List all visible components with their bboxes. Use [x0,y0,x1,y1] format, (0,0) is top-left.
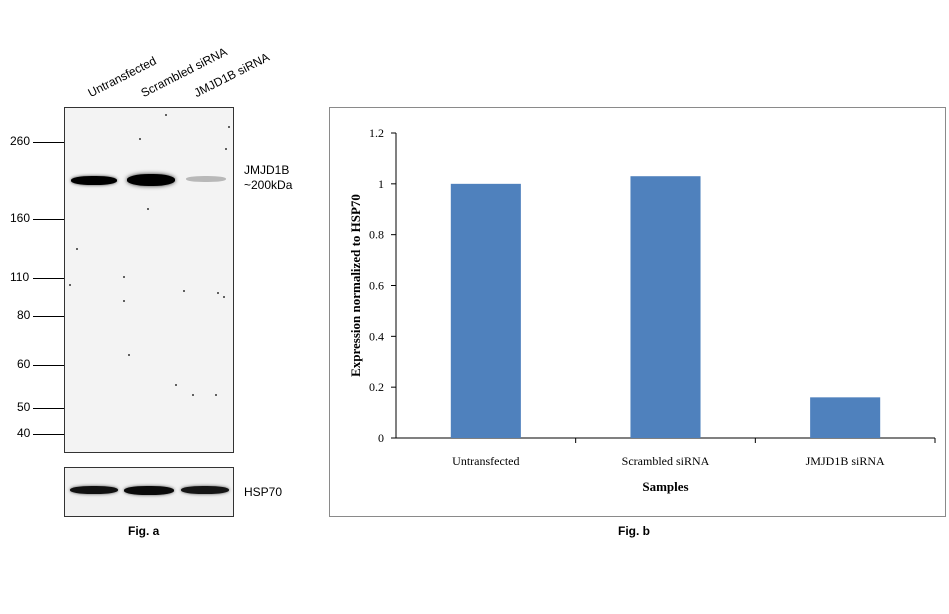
band-label-size: ~200kDa [244,178,293,192]
marker-tick-60 [33,365,64,366]
band-hsp70-scrambled-sirna [124,486,174,495]
y-tick-label: 0 [378,431,384,445]
band-scrambled-sirna [127,174,175,186]
bar-scrambled-sirna [630,176,701,438]
x-tick-label: Scrambled siRNA [622,454,710,468]
blot-speck [123,300,125,302]
marker-label-40: 40 [17,426,31,440]
blot-speck [76,248,78,250]
marker-tick-40 [33,434,64,435]
marker-label-160: 160 [10,211,31,225]
x-tick-label: JMJD1B siRNA [806,454,885,468]
marker-label-80: 80 [17,308,31,322]
y-tick-label: 1.2 [369,126,384,140]
blot-speck [128,354,130,356]
band-jmjd1b-sirna [186,176,226,182]
blot-speck [175,384,177,386]
blot-image-jmjd1b [64,107,234,453]
bar-chart: 0 0.2 0.4 0.6 0.8 1 1.2 Untransfected Scrambled … [348,126,936,494]
y-tick-label: 1 [378,177,384,191]
blot-speck [217,292,219,294]
y-tick-label: 0.2 [369,380,384,394]
caption-fig-b: Fig. b [618,524,650,538]
blot-speck [223,296,225,298]
marker-tick-50 [33,408,64,409]
blot-speck [147,208,149,210]
band-hsp70-jmjd1b-sirna [181,486,229,494]
y-tick-label: 0.4 [369,329,384,343]
y-tick-label: 0.6 [369,279,384,293]
marker-label-260: 260 [10,134,31,148]
marker-label-110: 110 [10,270,30,284]
blot-speck [165,114,167,116]
marker-tick-80 [33,316,64,317]
marker-tick-260 [33,142,64,143]
blot-speck [139,138,141,140]
blot-speck [183,290,185,292]
blot-speck [69,284,71,286]
marker-tick-160 [33,219,64,220]
marker-tick-110 [33,278,64,279]
band-untransfected [71,176,117,185]
loading-control-label: HSP70 [244,485,283,499]
blot-speck [225,148,227,150]
bar-untransfected [450,183,521,438]
chart-frame: 0 0.2 0.4 0.6 0.8 1 1.2 Untransfected Scrambled … [329,107,946,517]
band-label-jmjd1b: JMJD1B [244,163,290,177]
blot-image-hsp70 [64,467,234,517]
x-tick-label: Untransfected [452,454,519,468]
band-hsp70-untransfected [70,486,118,494]
y-tick-label: 0.8 [369,228,384,242]
bar-jmjd1b-sirna [810,397,881,438]
x-axis-title: Samples [642,479,688,494]
marker-label-50: 50 [17,400,31,414]
blot-speck [228,126,230,128]
caption-fig-a: Fig. a [128,524,160,538]
blot-speck [215,394,217,396]
blot-speck [192,394,194,396]
blot-speck [123,276,125,278]
marker-label-60: 60 [17,357,31,371]
y-axis-title: Expression normalized to HSP70 [348,194,363,377]
